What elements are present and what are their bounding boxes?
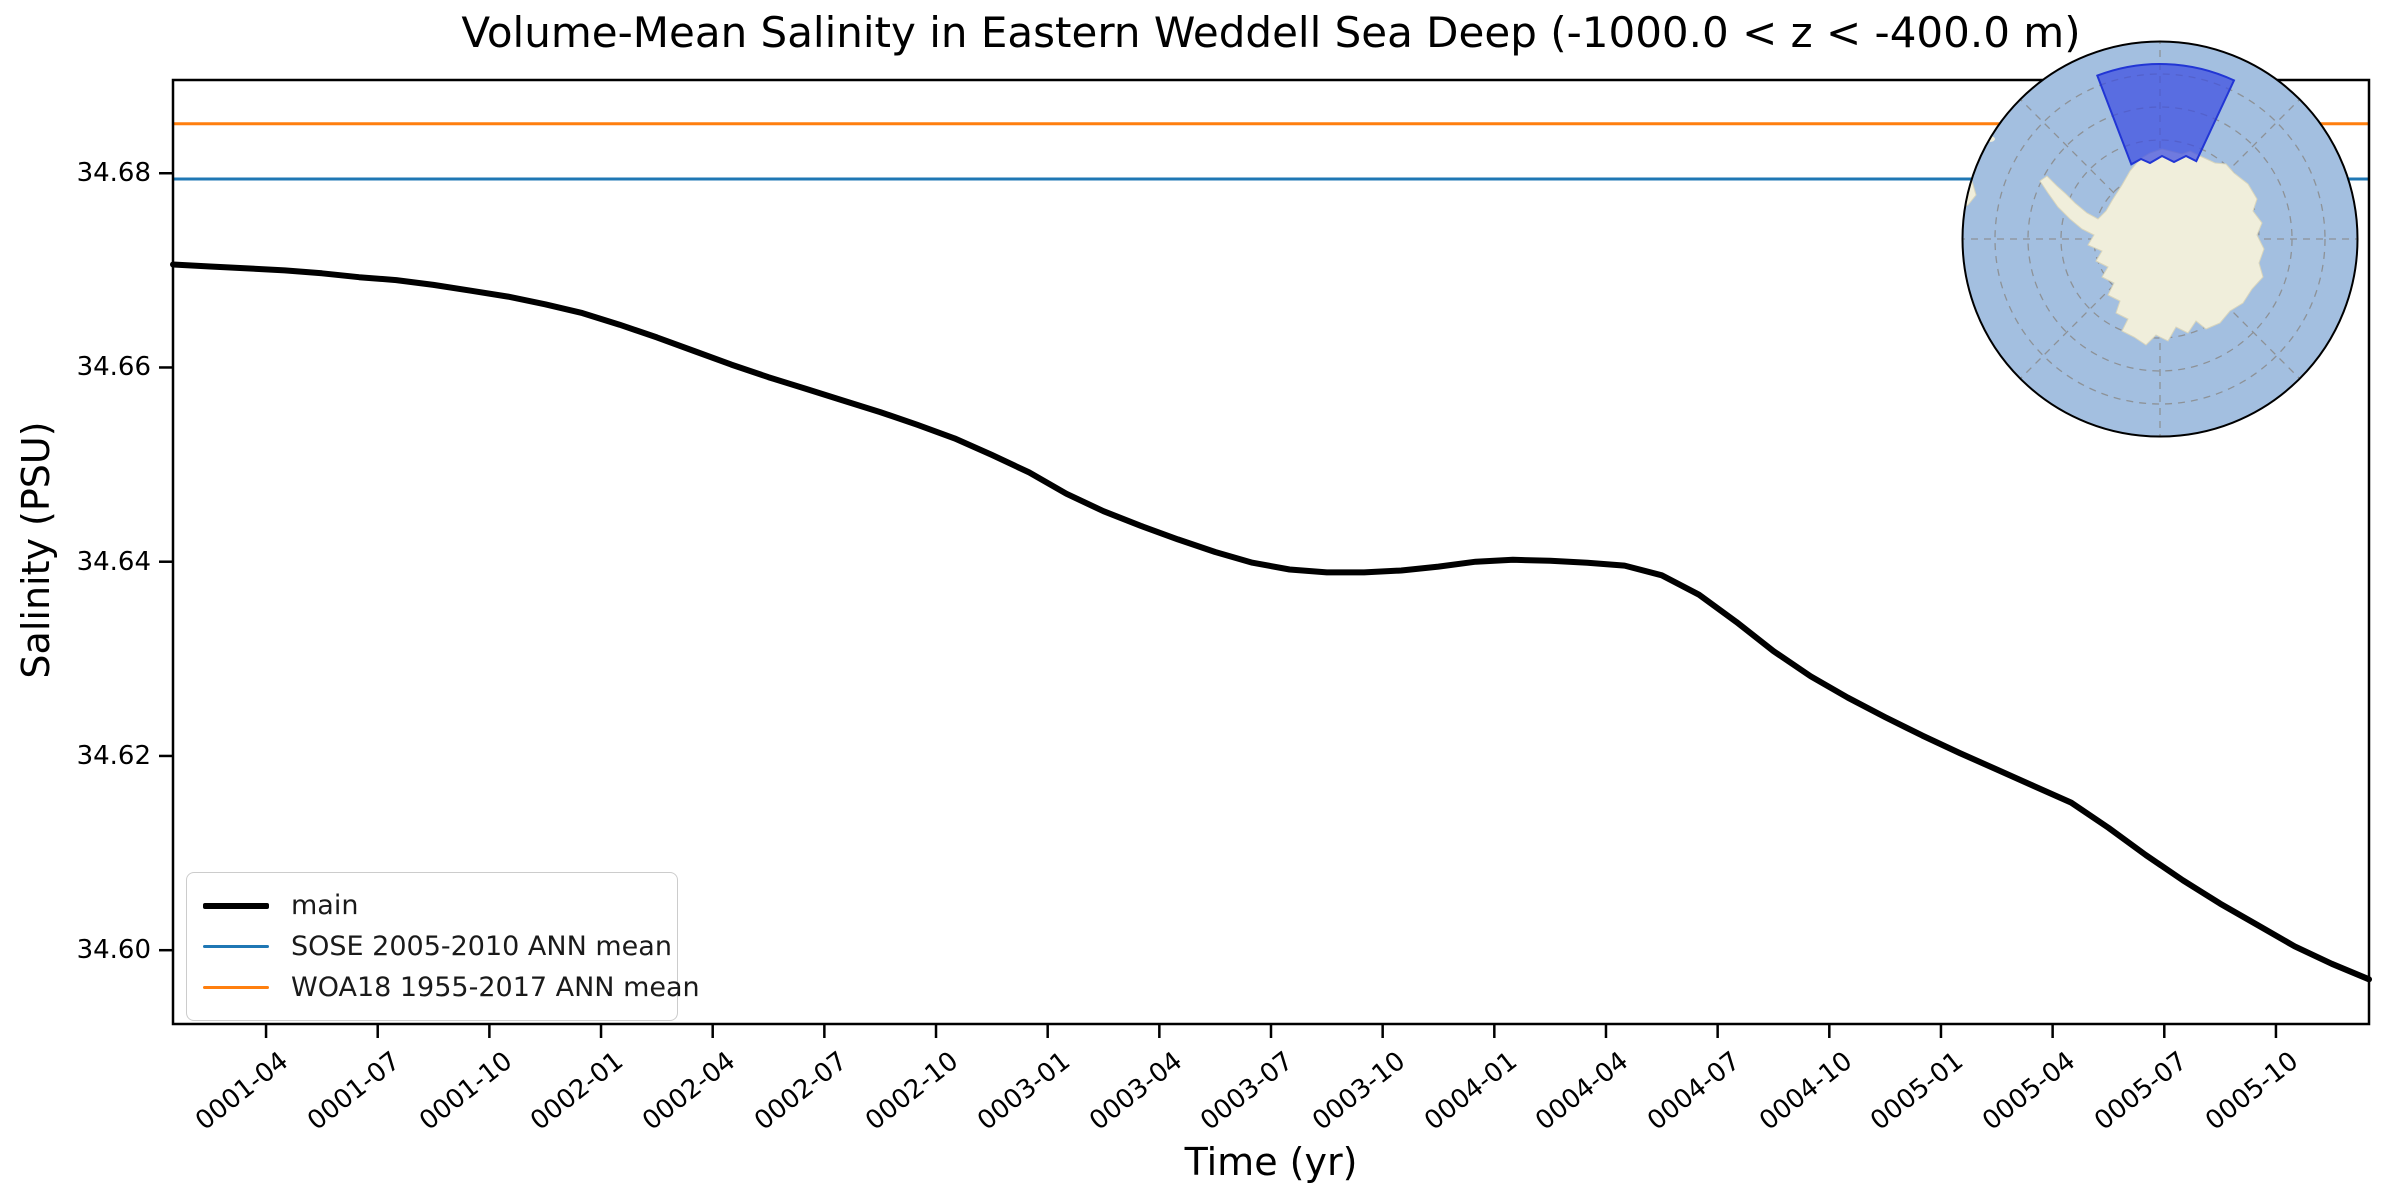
map-border: [1961, 40, 2359, 438]
legend: main SOSE 2005-2010 ANN mean WOA18 1955-20…: [186, 872, 700, 1021]
x-axis-label: Time (yr): [1184, 1140, 1358, 1184]
map-antarctica: [2039, 148, 2265, 346]
map-region-wedge: [2096, 62, 2236, 166]
legend-line-swatch: [203, 986, 269, 989]
legend-label: WOA18 1955-2017 ANN mean: [291, 972, 700, 1003]
legend-row: WOA18 1955-2017 ANN mean: [203, 967, 700, 1008]
y-tick-label: 34.68: [76, 158, 151, 189]
y-tick-label: 34.66: [76, 352, 151, 383]
inset-map: [1961, 40, 2359, 438]
y-tick-label: 34.64: [76, 546, 151, 577]
series-main: [170, 261, 2372, 983]
legend-label: main: [291, 890, 359, 921]
y-tick-label: 34.62: [76, 740, 151, 771]
legend-line-swatch: [203, 902, 269, 909]
legend-line-swatch: [203, 945, 269, 948]
y-tick-label: 34.60: [76, 935, 151, 966]
legend-row: SOSE 2005-2010 ANN mean: [203, 926, 672, 967]
chart-title: Volume-Mean Salinity in Eastern Weddell …: [461, 8, 2081, 57]
legend-row: main: [203, 885, 659, 926]
legend-label: SOSE 2005-2010 ANN mean: [291, 931, 672, 962]
